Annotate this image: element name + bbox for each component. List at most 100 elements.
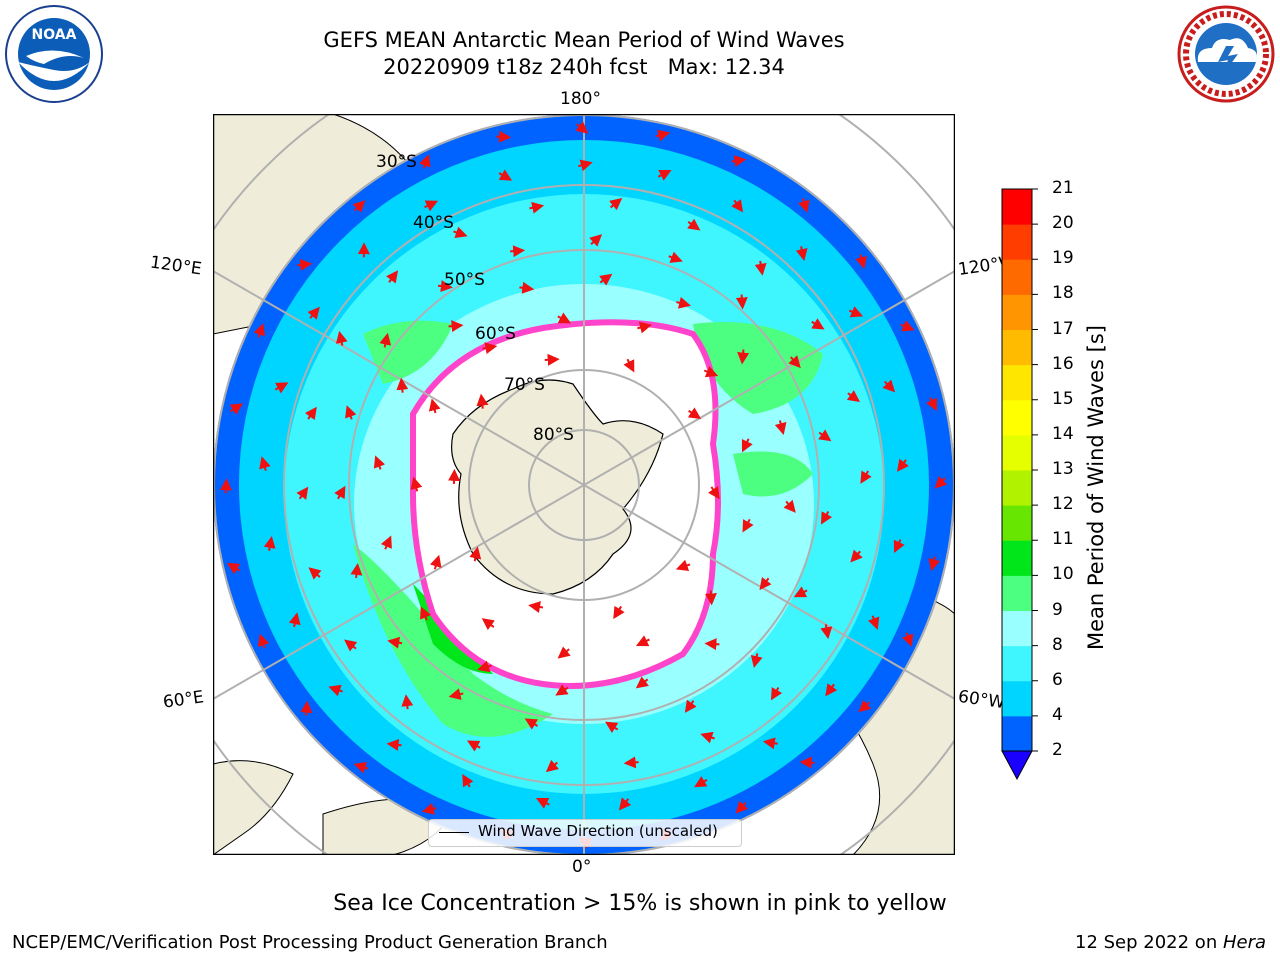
antarctica-land	[451, 379, 664, 595]
wave-direction-arrow	[893, 539, 905, 554]
wave-direction-arrow	[419, 154, 431, 169]
period-band-9-10	[353, 544, 553, 737]
lat-label-80s: 80°S	[533, 425, 574, 445]
colorbar-tick-label: 14	[1052, 423, 1074, 444]
wave-direction-arrow	[529, 201, 545, 214]
lat-label-40s: 40°S	[413, 213, 454, 233]
wave-direction-arrow	[798, 198, 810, 213]
wave-direction-arrow	[860, 470, 872, 484]
wave-direction-arrow	[901, 632, 914, 647]
wave-direction-arrow	[257, 633, 270, 649]
wave-direction-arrow	[684, 699, 697, 713]
wave-direction-arrow	[599, 273, 613, 286]
colorbar-segment	[1002, 189, 1032, 225]
wave-direction-arrow	[700, 731, 715, 744]
lat-label-60s: 60°S	[475, 324, 516, 344]
wave-direction-arrow	[498, 169, 513, 181]
wave-direction-arrow	[350, 563, 363, 579]
wave-direction-arrow	[420, 606, 432, 621]
lat-label-50s: 50°S	[444, 270, 485, 290]
credit-date: 12 Sep 2022 on	[1075, 932, 1223, 953]
wave-direction-arrow	[704, 638, 720, 651]
wave-direction-arrow	[557, 646, 571, 659]
wave-direction-arrow	[675, 559, 691, 572]
wave-direction-arrow	[466, 740, 481, 752]
wave-direction-arrow	[334, 485, 346, 500]
wave-direction-arrow	[867, 615, 880, 630]
wave-direction-arrow	[429, 554, 442, 570]
colorbar-tick-label: 15	[1052, 388, 1074, 409]
wave-direction-arrow	[703, 366, 719, 378]
wave-direction-arrow	[482, 342, 498, 355]
wave-direction-arrow	[535, 797, 550, 809]
colorbar-tick-label: 9	[1052, 599, 1063, 620]
wave-direction-arrow	[379, 332, 392, 348]
wave-direction-arrow	[657, 169, 672, 181]
colorbar-segment	[1002, 329, 1032, 366]
wave-direction-arrow	[896, 458, 909, 472]
wave-direction-arrow	[352, 200, 366, 213]
wave-direction-arrow	[437, 280, 453, 293]
wave-direction-arrow	[555, 684, 569, 696]
colorbar-under-arrow	[1001, 750, 1033, 781]
wave-direction-arrow	[421, 802, 437, 815]
wave-direction-arrow	[811, 318, 825, 330]
colorbar-segment	[1002, 505, 1032, 541]
wave-direction-arrow	[448, 688, 464, 700]
wave-direction-arrow	[846, 390, 861, 403]
wave-direction-arrow	[858, 699, 872, 713]
wave-direction-arrow	[735, 800, 749, 814]
wave-direction-arrow	[742, 518, 754, 533]
wave-direction-arrow	[253, 323, 266, 338]
chart-title: GEFS MEAN Antarctic Mean Period of Wind …	[323, 28, 845, 52]
colorbar-tick-label: 10	[1052, 564, 1074, 585]
wave-direction-arrow	[557, 312, 572, 324]
colorbar-segment	[1002, 680, 1032, 717]
colorbar-tick-label: 21	[1052, 178, 1074, 198]
wave-direction-arrow	[676, 296, 691, 309]
colorbar-tick-label: 2	[1052, 740, 1063, 760]
wave-direction-arrow	[296, 486, 309, 500]
wave-direction-arrow	[735, 294, 748, 310]
wave-direction-arrow	[519, 281, 535, 294]
colorbar-segment	[1002, 470, 1032, 506]
map-frame	[213, 114, 955, 855]
wave-direction-arrow	[708, 486, 720, 500]
lat-label-30s: 30°S	[376, 152, 417, 172]
wave-direction-arrow	[345, 405, 357, 420]
wave-direction-arrow	[783, 499, 796, 513]
wave-direction-arrow	[274, 382, 289, 394]
wave-direction-arrow	[462, 773, 474, 788]
wave-direction-arrow	[818, 429, 832, 442]
colorbar-tick-label: 16	[1052, 353, 1074, 374]
wave-direction-arrow	[694, 776, 708, 788]
wave-direction-arrow	[762, 737, 778, 750]
wave-direction-arrow	[424, 200, 439, 212]
colorbar-tick-label: 20	[1052, 213, 1074, 234]
colorbar-tick-label: 12	[1052, 494, 1074, 515]
wave-direction-arrow	[353, 761, 369, 774]
sea-ice-note: Sea Ice Concentration > 15% is shown in …	[333, 891, 947, 916]
colorbar-segment	[1002, 399, 1032, 436]
wave-direction-arrow	[609, 197, 623, 211]
wave-direction-arrow	[410, 476, 423, 492]
wave-direction-arrow	[704, 590, 717, 606]
colorbar-tick-label: 13	[1052, 459, 1074, 479]
wave-direction-arrow	[731, 199, 744, 213]
wave-direction-arrow	[855, 254, 867, 270]
national-weather-service-logo	[1177, 5, 1275, 103]
colorbar-segment	[1002, 610, 1032, 647]
wave-direction-arrow	[575, 121, 589, 134]
wave-direction-arrow	[770, 686, 783, 701]
wave-direction-arrow	[528, 601, 544, 613]
wave-direction-arrow	[288, 612, 301, 628]
wave-direction-arrow	[544, 353, 560, 366]
lat-label-70s: 70°S	[504, 375, 545, 395]
wave-direction-arrow	[386, 270, 399, 284]
wave-direction-arrow	[328, 684, 343, 697]
wave-direction-arrow	[545, 759, 559, 773]
wave-direction-arrow	[850, 549, 863, 563]
wave-direction-arrow	[396, 377, 409, 393]
wave-direction-arrow	[477, 660, 492, 673]
wave-direction-arrow	[524, 718, 539, 730]
